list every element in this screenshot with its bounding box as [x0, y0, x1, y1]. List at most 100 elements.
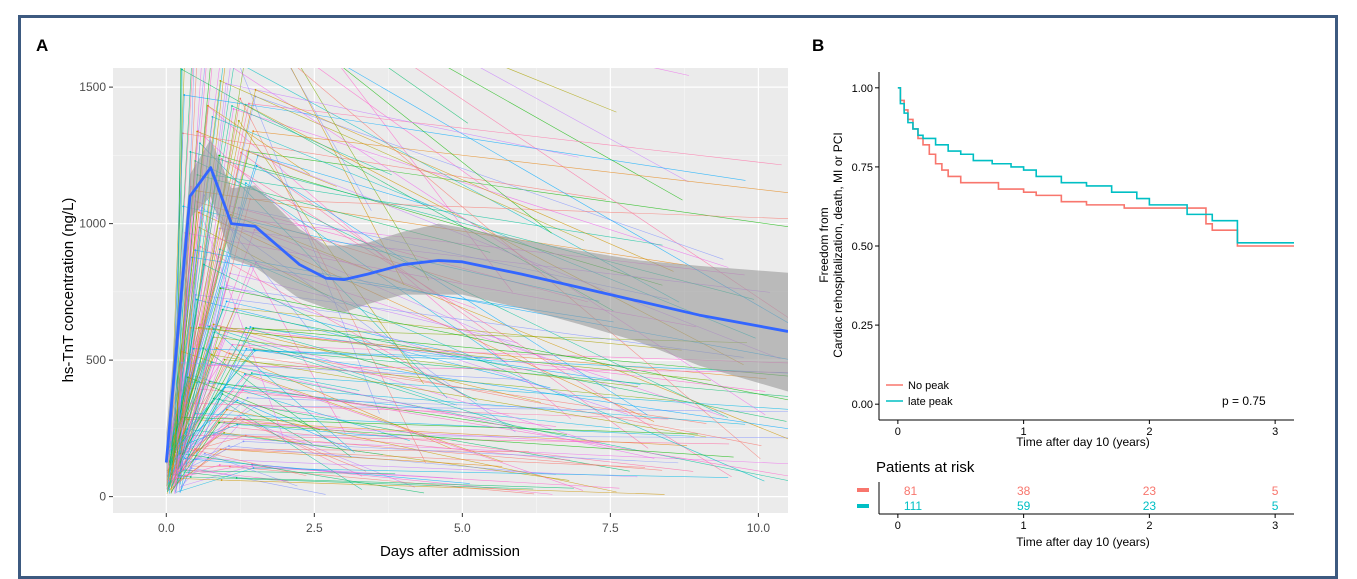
patient-trajectory-point [198, 211, 200, 214]
patient-trajectory-point [248, 102, 250, 105]
patient-trajectory-point [210, 353, 213, 356]
patient-trajectory-point [254, 349, 256, 352]
panel-b-survival-curves [897, 87, 1294, 247]
panel-a-y-tick-label: 1500 [79, 80, 106, 94]
panel-b-y-tick-label: 0.75 [852, 162, 873, 174]
risk-table-cell: 111 [904, 499, 923, 513]
mean-trajectory-line [164, 166, 788, 463]
patient-trajectory-point [197, 326, 200, 329]
patient-trajectory-point [225, 327, 228, 330]
patient-trajectory-line [169, 68, 617, 455]
patient-trajectory-point [208, 325, 210, 328]
patient-trajectory-point [199, 245, 202, 248]
risk-table-x-tick-label: 2 [1146, 520, 1152, 532]
patient-trajectory-point [218, 227, 221, 230]
panel-b-x-tick-label: 3 [1272, 426, 1278, 438]
patient-trajectory-point [219, 287, 222, 289]
panel-a-tag: A [36, 36, 48, 55]
patient-trajectory-point [244, 434, 247, 437]
patient-trajectory-point [244, 384, 247, 387]
patient-trajectory-line [174, 68, 788, 473]
patient-trajectory-line [177, 68, 689, 473]
panel-b-x-tick-label: 2 [1146, 426, 1152, 438]
panel-a-y-tick-label: 500 [86, 353, 106, 367]
patient-trajectory-point [189, 151, 192, 153]
patient-trajectory-point [218, 464, 221, 466]
patient-trajectory-point [203, 452, 206, 455]
panel-b-x-axis-label: Time after day 10 (years) [1016, 435, 1150, 449]
risk-table-cell: 38 [1017, 484, 1031, 498]
panel-a-tick-labels: 0.0 2.5 5.0 7.5 10.0 0 500 1000 1500 [79, 80, 770, 535]
panel-b-y-tick-label: 0.25 [852, 320, 873, 332]
risk-row-swatch-late-peak [857, 504, 869, 508]
patient-trajectory-point [252, 467, 255, 469]
patient-trajectory-point [220, 59, 222, 61]
patient-trajectory-point [225, 300, 228, 303]
patient-trajectory-point [239, 416, 242, 419]
patient-trajectory-point [245, 347, 248, 350]
panel-a-x-tick-label: 5.0 [454, 521, 471, 535]
patient-trajectory-point [190, 467, 193, 469]
patient-trajectory-point [223, 431, 226, 434]
panel-a-y-axis-label: hs-TnT concentration (ng/L) [60, 198, 77, 383]
risk-table-values: 81 38 23 5 111 59 23 5 [904, 484, 1279, 513]
risk-row-swatch-no-peak [857, 488, 869, 492]
confidence-band-area [166, 138, 788, 492]
panel-b-y-axis-label-line2: Cardiac rehospitalization, death, MI or … [831, 132, 845, 357]
panel-a-x-tick-label: 7.5 [602, 521, 619, 535]
patient-trajectory-point [254, 88, 257, 91]
patient-trajectory-point [255, 164, 258, 167]
patient-trajectory-point [232, 108, 235, 110]
patient-trajectory-point [196, 130, 199, 133]
risk-table-cell: 5 [1272, 499, 1279, 513]
panel-b-y-axis-label-line1: Freedom from [817, 207, 831, 282]
patient-trajectory-point [243, 373, 246, 375]
patient-trajectory-point [224, 54, 226, 56]
patient-trajectory-point [199, 142, 201, 145]
patient-trajectory-line [175, 68, 430, 485]
patient-trajectory-point [237, 119, 240, 122]
patient-trajectory-line [176, 68, 683, 470]
risk-table-cell: 81 [904, 484, 918, 498]
patient-trajectory-point [221, 308, 224, 311]
risk-table-cell: 5 [1272, 484, 1279, 498]
patient-trajectory-point [218, 397, 221, 400]
patient-trajectory-point [251, 464, 254, 467]
panel-a-x-tick-label: 0.0 [158, 521, 175, 535]
risk-table-axes [878, 482, 1294, 515]
patient-trajectory-point [207, 104, 209, 107]
patient-trajectory-point [242, 440, 245, 443]
panel-b-y-tick-label: 0.50 [852, 241, 873, 253]
patient-trajectory-point [215, 347, 218, 349]
patient-trajectory-point [252, 130, 255, 133]
patient-trajectory-point [249, 326, 252, 328]
patient-trajectory-point [225, 82, 228, 85]
panel-a-y-tick-label: 1000 [79, 217, 106, 231]
patient-trajectory-point [241, 389, 244, 392]
panel-a-mean-line [164, 166, 788, 463]
panel-a-x-tick-label: 2.5 [306, 521, 323, 535]
patient-trajectory-point [213, 331, 216, 334]
patient-trajectory-point [220, 479, 223, 481]
patient-trajectory-point [221, 393, 224, 395]
risk-table-x-tick-label: 0 [895, 520, 901, 532]
patient-trajectory-point [189, 476, 192, 478]
panel-b-tick-labels: 0 1 2 3 0.00 0.25 0.50 0.75 1.00 [852, 83, 1279, 438]
panel-a-patient-trajectories [166, 54, 788, 495]
risk-table-cell: 23 [1143, 484, 1157, 498]
patient-trajectory-point [207, 364, 210, 367]
patient-trajectory-point [219, 80, 222, 82]
panel-b-y-tick-label: 0.00 [852, 399, 873, 411]
patient-trajectory-point [236, 399, 239, 402]
legend-label-late-peak: late peak [908, 396, 953, 408]
patient-trajectory-point [203, 263, 205, 266]
panel-b-axes [878, 72, 1294, 421]
panel-a-y-tick-label: 0 [99, 490, 106, 504]
patient-trajectory-point [192, 347, 195, 350]
panel-b-tag: B [812, 36, 824, 55]
patient-trajectory-point [246, 396, 249, 399]
panel-a-confidence-band [166, 138, 788, 492]
patient-trajectory-point [211, 361, 213, 364]
patient-trajectory-point [182, 205, 185, 208]
panel-b-p-value: p = 0.75 [1222, 394, 1266, 408]
